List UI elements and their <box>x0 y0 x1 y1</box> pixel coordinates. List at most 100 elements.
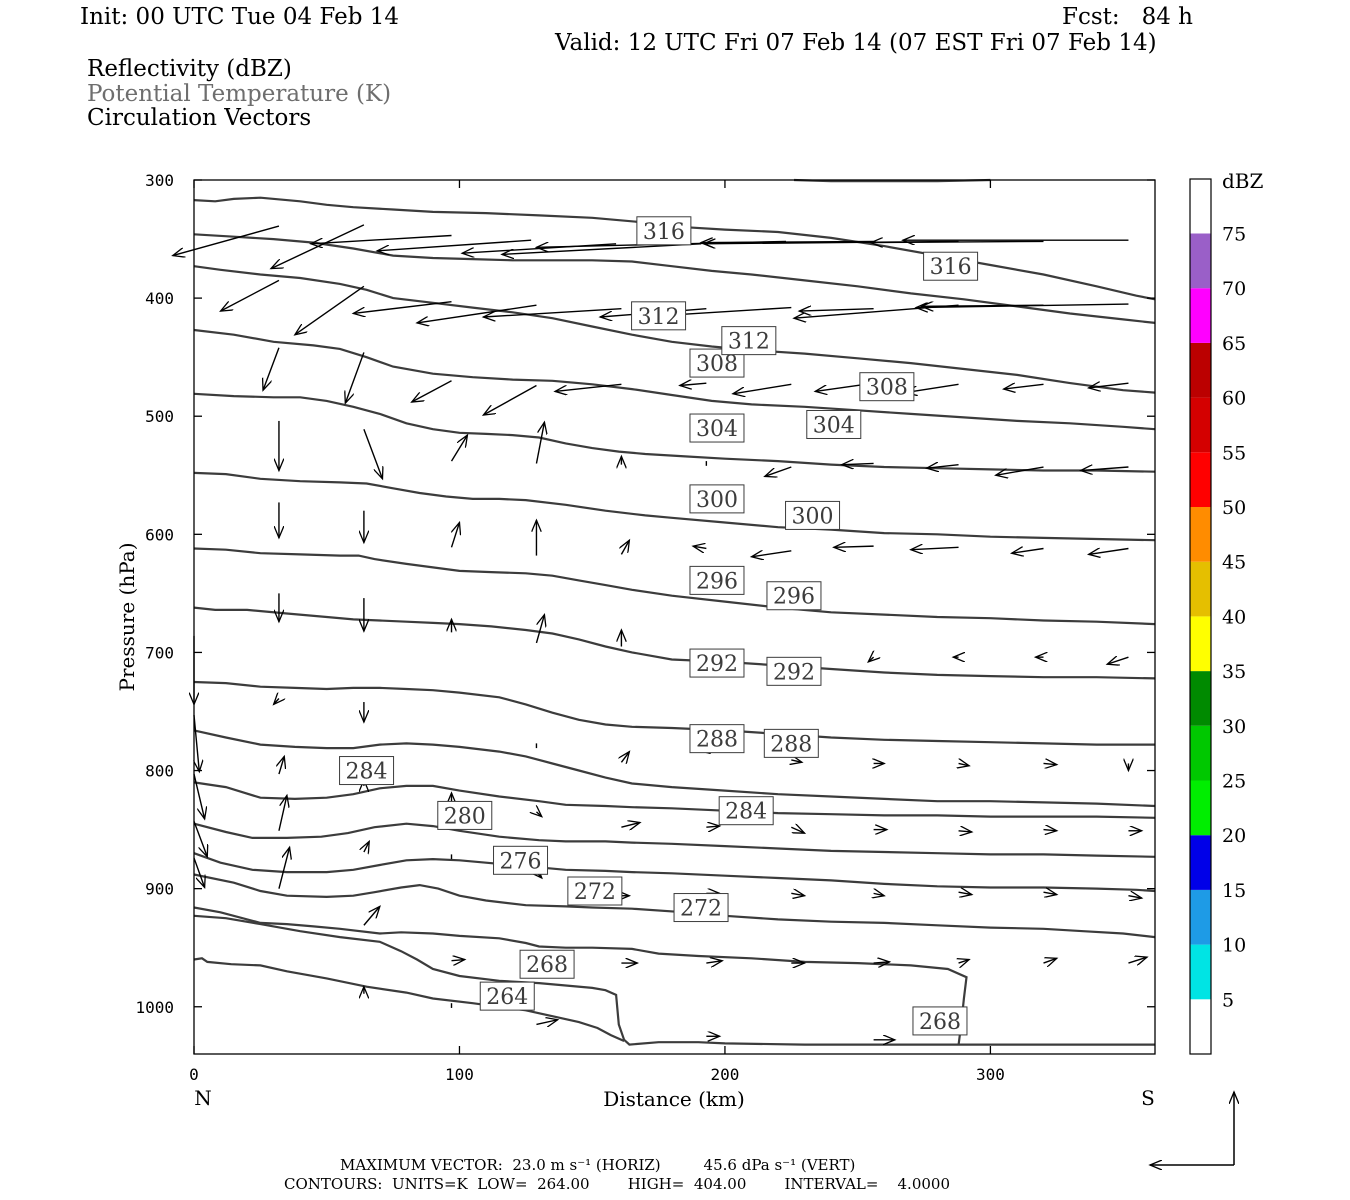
contour-label-box <box>923 251 979 281</box>
contour-label-box <box>689 484 745 514</box>
forecast-hour: Fcst: 84 h <box>1062 4 1193 30</box>
y-axis-label: Pressure (hPa) <box>115 543 139 692</box>
circulation-vector <box>535 615 544 644</box>
x-tick-label: 0 <box>189 1065 199 1084</box>
circulation-vector <box>278 795 287 831</box>
theta-contour-284 <box>193 781 1156 819</box>
axis-ticks: 300 400 500 600 700 800 900 1000 0 100 200 300 <box>135 171 1155 1084</box>
circulation-vector <box>765 466 792 476</box>
contour-label-box <box>859 372 915 402</box>
circulation-vector <box>701 241 874 242</box>
potential-temperature-contours <box>193 178 1156 1046</box>
circulation-vector <box>193 821 207 856</box>
reference-vector-icon <box>1150 1092 1234 1165</box>
colorbar-swatch <box>1190 780 1211 836</box>
contour-label: 304 <box>696 417 738 442</box>
x-tick-label: 100 <box>445 1065 474 1084</box>
theta-contour-316 <box>193 265 1156 394</box>
circulation-vector <box>535 422 544 464</box>
x-axis-label: Distance (km) <box>603 1087 745 1111</box>
contour-label: 316 <box>643 220 685 245</box>
contour-label: 288 <box>696 728 738 753</box>
init-time: Init: 00 UTC Tue 04 Feb 14 <box>80 4 400 30</box>
circulation-vector <box>1043 958 1057 963</box>
contour-label-box <box>718 796 774 826</box>
y-tick-label: 400 <box>145 289 174 308</box>
contour-label: 268 <box>526 953 568 978</box>
colorbar-level-label: 45 <box>1222 552 1246 574</box>
theta-contour-304 <box>193 471 1156 542</box>
circulation-vector <box>263 347 280 391</box>
x-tick-label: 200 <box>710 1065 739 1084</box>
contour-label-box <box>689 413 745 443</box>
contour-label-box <box>912 1006 968 1036</box>
circulation-vector <box>483 308 622 317</box>
circulation-vector <box>1004 384 1044 389</box>
contour-label: 272 <box>680 897 722 922</box>
contour-label: 316 <box>930 255 972 280</box>
circulation-vector <box>911 547 959 549</box>
circulation-vector <box>834 546 874 547</box>
colorbar-level-label: 25 <box>1222 771 1246 793</box>
circulation-vector <box>1128 957 1147 963</box>
contour-labels: 264 268 268 272 272 276 280 284 284 288 288 292 292 2… <box>339 216 979 1036</box>
field-circulation-vectors: Circulation Vectors <box>87 105 312 131</box>
contour-label-box <box>631 301 687 331</box>
circulation-vector <box>868 657 873 662</box>
circulation-vector <box>502 243 702 255</box>
contour-label: 272 <box>574 880 616 905</box>
theta-contour-328 <box>793 178 991 183</box>
circulation-vector <box>871 241 1044 242</box>
circulation-vector <box>842 463 874 464</box>
circulation-vector <box>412 380 452 402</box>
circulation-vector <box>345 352 365 403</box>
circulation-vector <box>1043 763 1057 764</box>
circulation-vector <box>555 383 622 391</box>
circulation-vector <box>874 893 885 895</box>
colorbar-swatch <box>1190 944 1211 1000</box>
circulation-vector <box>363 906 380 926</box>
circulation-vector <box>417 304 537 323</box>
contour-label: 312 <box>638 305 680 330</box>
colorbar-swatch <box>1190 999 1211 1054</box>
theta-contour-280 <box>193 822 1156 858</box>
contour-label: 284 <box>346 760 388 785</box>
circulation-vector <box>377 239 532 251</box>
circulation-vector <box>996 466 1044 475</box>
contour-label: 284 <box>725 800 767 825</box>
circulation-vector <box>1107 657 1129 664</box>
circulation-vector <box>873 962 890 963</box>
contour-label-box <box>763 728 819 758</box>
circulation-vector <box>799 309 874 311</box>
circulation-vector <box>221 279 280 311</box>
circulation-vector <box>706 961 722 963</box>
circulation-vector <box>193 857 205 888</box>
colorbar-level-label: 40 <box>1222 606 1246 628</box>
circulation-vector <box>791 760 802 762</box>
circulation-vector <box>193 773 205 819</box>
contour-label-box <box>519 949 575 979</box>
colorbar-swatch <box>1190 616 1211 672</box>
circulation-vector <box>959 763 970 765</box>
colorbar-level-label: 75 <box>1222 224 1246 246</box>
field-reflectivity: Reflectivity (dBZ) <box>87 56 292 82</box>
contour-label: 268 <box>919 1010 961 1035</box>
circulation-vector <box>621 752 629 763</box>
contour-label: 296 <box>696 569 738 594</box>
contour-label: 300 <box>696 488 738 513</box>
y-tick-label: 900 <box>145 880 174 899</box>
contour-label: 300 <box>792 504 834 529</box>
theta-contour-324 <box>193 196 1156 301</box>
circulation-vector <box>1128 896 1141 898</box>
contour-label: 304 <box>813 413 855 438</box>
theta-contour-296 <box>193 606 1156 680</box>
contour-label: 264 <box>486 985 528 1010</box>
colorbar-level-label: 10 <box>1222 935 1246 957</box>
circulation-vector <box>364 841 369 852</box>
contour-label-box <box>766 656 822 686</box>
colorbar-level-label: 15 <box>1222 880 1246 902</box>
field-potential-temperature: Potential Temperature (K) <box>87 81 392 107</box>
circulation-vector <box>621 540 629 555</box>
x-tick-label: 300 <box>976 1065 1005 1084</box>
